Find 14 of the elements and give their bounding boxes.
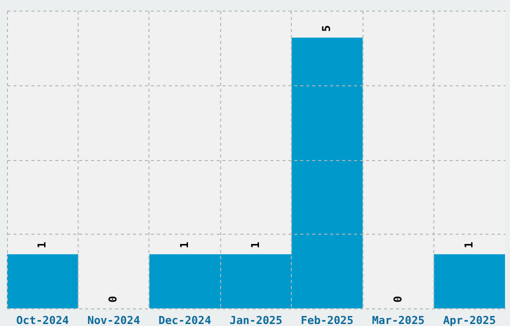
x-tick-label: Feb-2025 bbox=[300, 314, 354, 327]
data-label: 0 bbox=[391, 296, 404, 302]
x-tick-label: Jan-2025 bbox=[230, 314, 282, 327]
data-label: 0 bbox=[106, 296, 120, 302]
x-tick-label: Nov-2024 bbox=[87, 314, 140, 327]
x-tick-label: Dec-2024 bbox=[158, 314, 212, 327]
data-label: 1 bbox=[462, 241, 476, 248]
x-tick-label: Mar-2025 bbox=[372, 314, 425, 327]
x-tick-label: Apr-2025 bbox=[443, 314, 496, 327]
data-label: 1 bbox=[248, 241, 262, 248]
x-tick-label: Oct-2024 bbox=[16, 314, 70, 327]
data-label: 5 bbox=[320, 25, 334, 32]
data-label: 1 bbox=[178, 241, 191, 248]
data-label: 1 bbox=[36, 241, 49, 248]
